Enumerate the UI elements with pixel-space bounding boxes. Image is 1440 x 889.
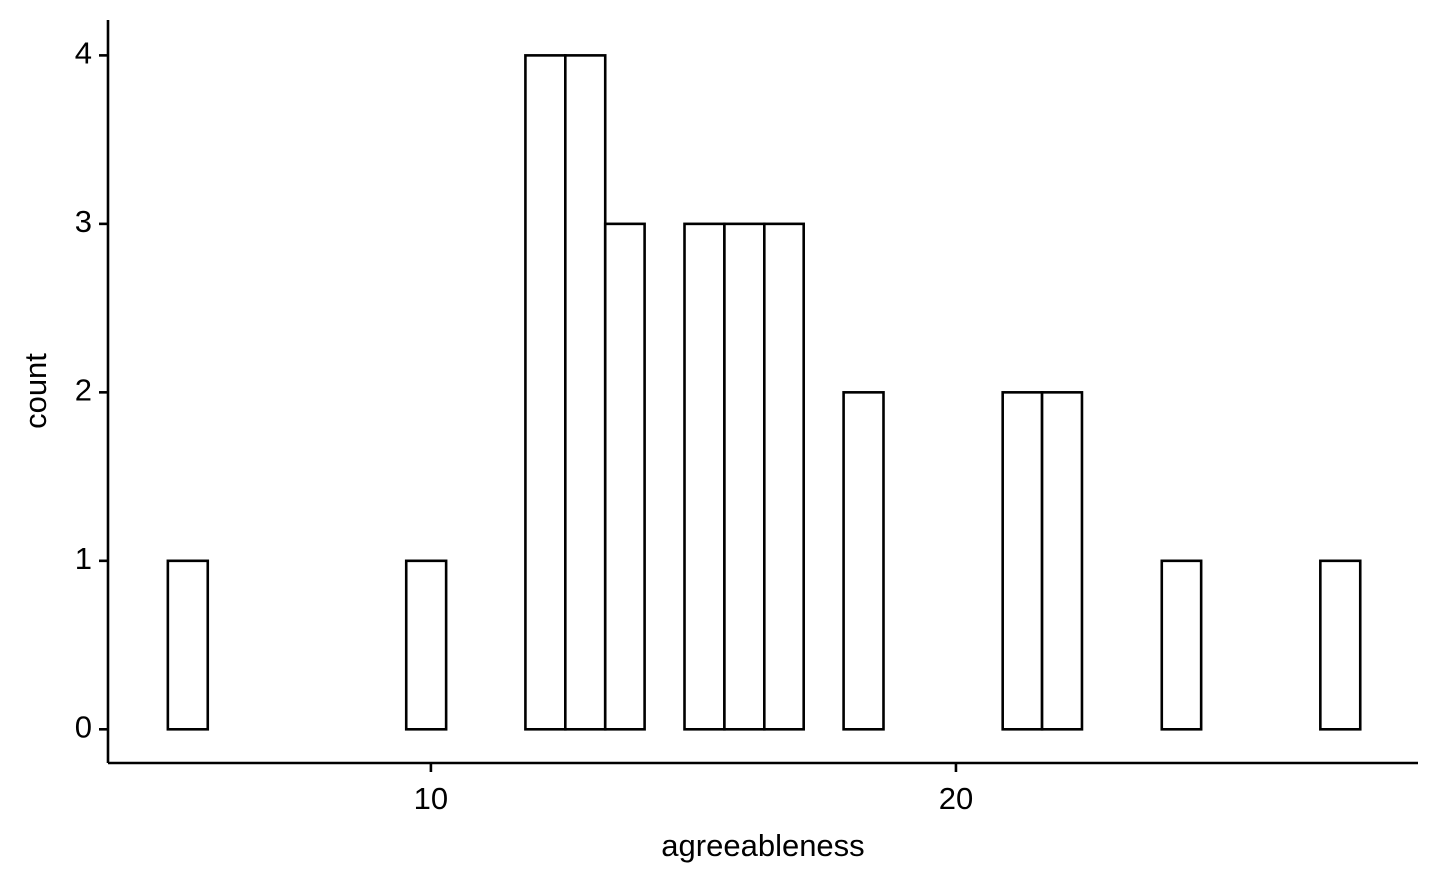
bar <box>763 222 805 731</box>
bar <box>842 391 885 731</box>
y-tick-label: 0 <box>75 709 92 744</box>
bar <box>564 54 607 731</box>
y-tick-label: 4 <box>75 36 92 71</box>
bar <box>1319 559 1362 731</box>
x-tick-label: 20 <box>939 781 973 816</box>
y-tick-label: 1 <box>75 541 92 576</box>
x-tick-label: 10 <box>414 781 448 816</box>
bar <box>603 222 646 731</box>
bar <box>404 559 448 731</box>
x-axis-title: agreeableness <box>661 828 864 863</box>
bar <box>683 222 726 731</box>
bar <box>166 559 210 731</box>
y-axis-title: count <box>18 353 53 429</box>
y-tick-label: 3 <box>75 204 92 239</box>
y-tick-label: 2 <box>75 373 92 408</box>
bar <box>1160 559 1203 731</box>
bar <box>524 54 567 731</box>
bar <box>1040 391 1084 731</box>
bar <box>723 222 766 731</box>
bar <box>1001 391 1044 731</box>
